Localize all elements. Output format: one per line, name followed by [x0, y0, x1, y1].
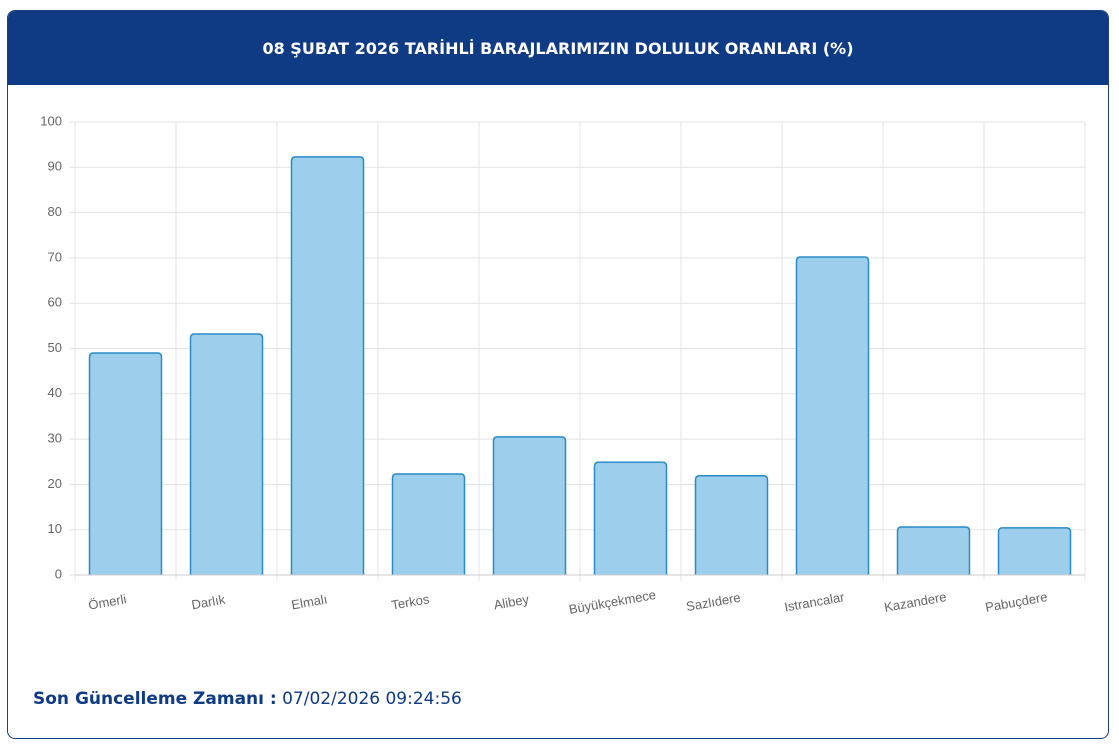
- bar: [189, 333, 264, 575]
- y-tick-label: 50: [48, 340, 62, 355]
- x-tick-label: Kazandere: [883, 589, 948, 615]
- x-tick-label: Büyükçekmece: [568, 587, 657, 617]
- bar: [896, 526, 971, 575]
- chart-title: 08 ŞUBAT 2026 TARİHLİ BARAJLARIMIZIN DOL…: [8, 11, 1108, 85]
- bar: [593, 461, 668, 575]
- y-tick-label: 60: [48, 295, 62, 310]
- x-tick-label: Ömerli: [87, 591, 127, 612]
- y-tick-label: 0: [55, 566, 62, 581]
- bar: [290, 156, 365, 575]
- y-tick-label: 80: [48, 204, 62, 219]
- y-tick-label: 20: [48, 476, 62, 491]
- y-tick-label: 10: [48, 521, 62, 536]
- x-tick-label: Darlık: [190, 592, 227, 613]
- x-tick-label: Terkos: [390, 591, 431, 613]
- footer: Son Güncelleme Zamanı : 07/02/2026 09:24…: [33, 689, 462, 709]
- x-tick-label: Alibey: [493, 591, 531, 612]
- y-tick-label: 40: [48, 385, 62, 400]
- x-tick-label: Elmalı: [290, 591, 328, 612]
- footer-time: 07/02/2026 09:24:56: [282, 689, 462, 709]
- bar: [795, 256, 870, 575]
- bar: [492, 436, 567, 575]
- bar: [88, 352, 163, 575]
- bar: [694, 475, 769, 575]
- x-tick-label: Istrancalar: [783, 589, 846, 614]
- bar: [391, 473, 466, 575]
- footer-label: Son Güncelleme Zamanı :: [33, 689, 277, 709]
- bar: [997, 527, 1072, 575]
- y-tick-label: 90: [48, 159, 62, 174]
- y-tick-label: 100: [40, 113, 62, 128]
- y-tick-label: 70: [48, 249, 62, 264]
- x-tick-label: Pabuçdere: [984, 589, 1049, 615]
- card: 08 ŞUBAT 2026 TARİHLİ BARAJLARIMIZIN DOL…: [7, 10, 1109, 739]
- y-tick-label: 30: [48, 431, 62, 446]
- x-tick-label: Sazlıdere: [685, 590, 742, 614]
